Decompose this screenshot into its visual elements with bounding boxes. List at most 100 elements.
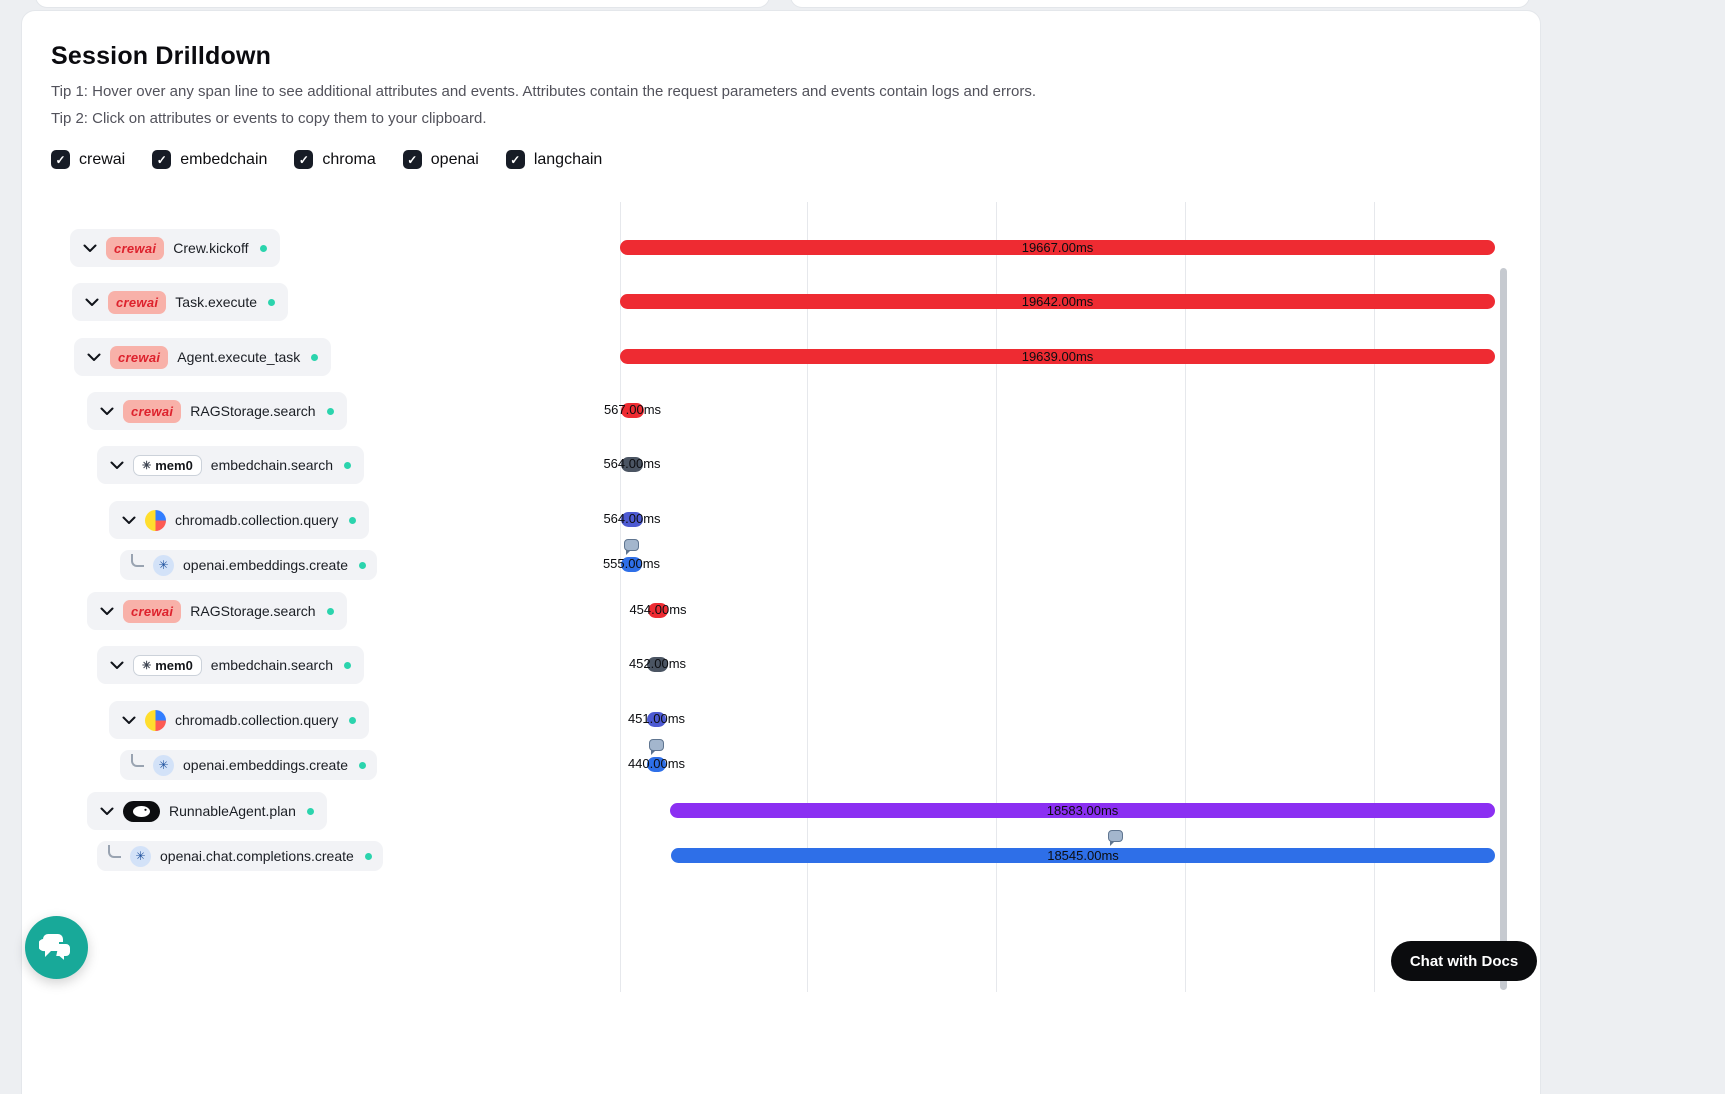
span-name: embedchain.search — [210, 457, 333, 473]
event-bubble-icon[interactable] — [624, 539, 639, 555]
span-row-10-openai.embeddings.create[interactable]: ✳ openai.embeddings.create — [120, 750, 378, 780]
status-dot — [343, 461, 351, 469]
duration-label: 564.00ms — [603, 511, 661, 526]
chevron-down-icon[interactable] — [100, 607, 114, 615]
span-bar-7-RAGStorage.search[interactable] — [648, 603, 668, 618]
span-name: openai.chat.completions.create — [160, 848, 354, 864]
span-row-6-openai.embeddings.create[interactable]: ✳ openai.embeddings.create — [120, 550, 378, 580]
chevron-down-icon[interactable] — [122, 716, 136, 724]
checkbox-embedchain[interactable]: ✓ — [152, 150, 172, 169]
checkbox-chroma[interactable]: ✓ — [294, 150, 314, 169]
chevron-down-icon[interactable] — [85, 298, 99, 306]
tip-2-text: Tip 2: Click on attributes or events to … — [51, 110, 487, 127]
span-name: openai.embeddings.create — [183, 757, 349, 773]
filter-chroma[interactable]: ✓ chroma — [294, 150, 376, 169]
filter-crewai[interactable]: ✓ crewai — [51, 150, 125, 169]
duration-label: 451.00ms — [627, 711, 686, 726]
status-dot — [326, 407, 334, 415]
mem0-label: mem0 — [155, 457, 193, 473]
checkbox-langchain[interactable]: ✓ — [505, 150, 525, 169]
span-row-5-chromadb.collection.query[interactable]: chromadb.collection.query — [109, 501, 370, 539]
tree-connector — [131, 754, 144, 767]
mem0-gear-icon: ✳ — [142, 459, 152, 472]
span-row-0-Crew.kickoff[interactable]: crewai Crew.kickoff — [70, 229, 280, 267]
status-dot — [364, 852, 372, 860]
openai-logo-icon: ✳ — [153, 554, 174, 576]
filter-label-chroma: chroma — [322, 150, 376, 168]
filter-label-langchain: langchain — [533, 150, 603, 168]
span-row-7-RAGStorage.search[interactable]: crewai RAGStorage.search — [87, 592, 347, 630]
filter-embedchain[interactable]: ✓ embedchain — [152, 150, 267, 169]
chat-bubbles-icon — [38, 932, 75, 964]
chevron-down-icon[interactable] — [100, 807, 114, 815]
event-bubble-icon[interactable] — [649, 739, 664, 755]
duration-label: 452.00ms — [628, 656, 687, 671]
span-bar-10-openai.embeddings.create[interactable] — [647, 757, 666, 772]
span-bar-8-embedchain.search[interactable] — [647, 657, 668, 672]
top-card-fragment-right — [790, 0, 1530, 8]
span-row-8-embedchain.search[interactable]: ✳ mem0 embedchain.search — [97, 646, 364, 684]
mem0-gear-icon: ✳ — [142, 659, 152, 672]
timeline-gridline-3 — [1185, 202, 1186, 992]
timeline-gridline-2 — [996, 202, 997, 992]
span-bar-1-Task.execute[interactable]: 19642.00ms — [620, 294, 1495, 309]
span-bar-4-embedchain.search[interactable] — [621, 457, 643, 472]
checkbox-openai[interactable]: ✓ — [402, 150, 422, 169]
tree-connector — [131, 554, 144, 567]
span-row-12-openai.chat.completions.create[interactable]: ✳ openai.chat.completions.create — [97, 841, 383, 871]
span-bar-9-chromadb.collection.query[interactable] — [647, 712, 666, 727]
span-row-9-chromadb.collection.query[interactable]: chromadb.collection.query — [109, 701, 370, 739]
chroma-logo-icon — [145, 509, 166, 531]
status-dot — [311, 353, 319, 361]
status-dot — [306, 807, 314, 815]
trace-scrollbar[interactable] — [1500, 268, 1507, 990]
span-bar-11-RunnableAgent.plan[interactable]: 18583.00ms — [670, 803, 1495, 818]
checkbox-crewai[interactable]: ✓ — [51, 150, 70, 169]
chat-widget-button[interactable] — [25, 916, 88, 979]
span-row-11-RunnableAgent.plan[interactable]: RunnableAgent.plan — [87, 792, 327, 830]
span-name: embedchain.search — [210, 657, 333, 673]
span-name: openai.embeddings.create — [183, 557, 349, 573]
span-name: chromadb.collection.query — [175, 712, 339, 728]
duration-label: 19667.00ms — [1021, 240, 1094, 255]
span-name: RunnableAgent.plan — [169, 803, 296, 819]
filter-langchain[interactable]: ✓ langchain — [505, 150, 603, 169]
span-bar-5-chromadb.collection.query[interactable] — [621, 512, 643, 527]
duration-label: 18545.00ms — [1047, 848, 1119, 863]
chat-with-docs-button[interactable]: Chat with Docs — [1391, 941, 1537, 981]
span-row-2-Agent.execute_task[interactable]: crewai Agent.execute_task — [74, 338, 332, 376]
duration-label: 564.00ms — [603, 456, 661, 471]
timeline-gridline-1 — [807, 202, 808, 992]
chevron-down-icon[interactable] — [83, 244, 97, 252]
span-row-4-embedchain.search[interactable]: ✳ mem0 embedchain.search — [97, 446, 364, 484]
chevron-down-icon[interactable] — [100, 407, 114, 415]
openai-logo-icon: ✳ — [153, 754, 174, 776]
duration-label: 567.00ms — [603, 402, 662, 417]
filter-openai[interactable]: ✓ openai — [402, 150, 479, 169]
duration-label: 19639.00ms — [1021, 349, 1094, 364]
chevron-down-icon[interactable] — [110, 461, 124, 469]
status-dot — [349, 716, 357, 724]
span-bar-6-openai.embeddings.create[interactable] — [621, 557, 642, 572]
tree-connector — [108, 845, 121, 858]
top-card-fragment-left — [35, 0, 770, 8]
timeline-gridline-4 — [1374, 202, 1375, 992]
span-bar-0-Crew.kickoff[interactable]: 19667.00ms — [620, 240, 1495, 255]
status-dot — [359, 761, 367, 769]
chroma-logo-icon — [145, 709, 166, 731]
event-bubble-icon[interactable] — [1108, 830, 1123, 846]
span-row-3-RAGStorage.search[interactable]: crewai RAGStorage.search — [87, 392, 347, 430]
span-name: RAGStorage.search — [190, 603, 316, 619]
span-bar-2-Agent.execute_task[interactable]: 19639.00ms — [620, 349, 1495, 364]
chevron-down-icon[interactable] — [87, 353, 101, 361]
chevron-down-icon[interactable] — [122, 516, 136, 524]
status-dot — [268, 298, 275, 306]
span-row-1-Task.execute[interactable]: crewai Task.execute — [72, 283, 288, 321]
span-bar-3-RAGStorage.search[interactable] — [621, 403, 644, 418]
filter-label-crewai: crewai — [79, 150, 126, 168]
status-dot — [359, 561, 367, 569]
chevron-down-icon[interactable] — [110, 661, 124, 669]
mem0-logo-badge: ✳ mem0 — [133, 654, 202, 676]
span-bar-12-openai.chat.completions.create[interactable]: 18545.00ms — [671, 848, 1495, 863]
